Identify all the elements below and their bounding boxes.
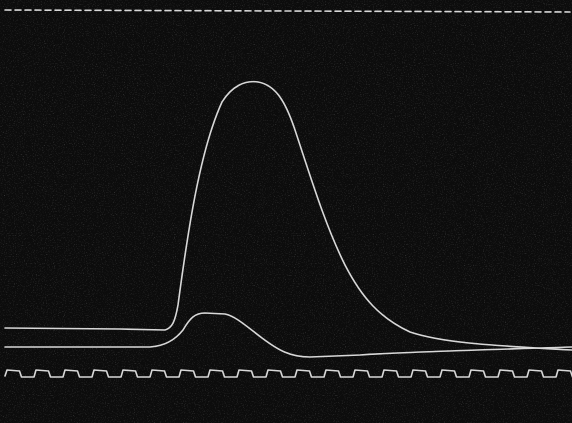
film-grain — [0, 0, 572, 423]
page: (() => { const p = document.getElementBy… — [0, 0, 572, 423]
oscilloscope-photo — [0, 0, 572, 423]
